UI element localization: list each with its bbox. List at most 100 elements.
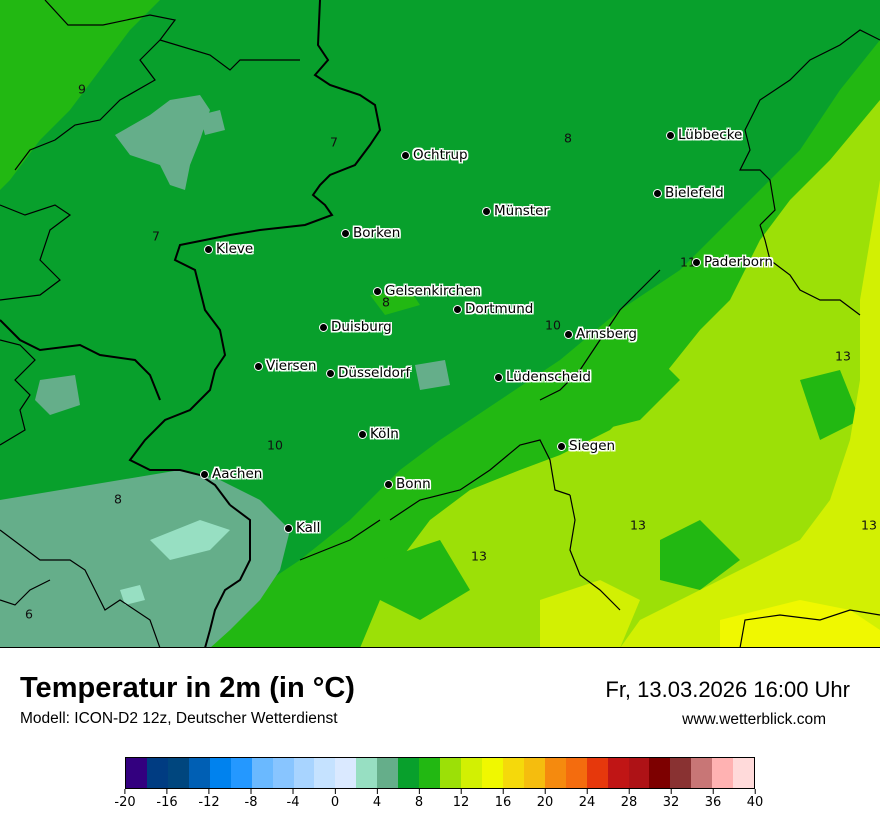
colorbar-segment xyxy=(733,758,755,788)
tick-label: 32 xyxy=(662,795,680,810)
colorbar-segment xyxy=(440,758,461,788)
colorbar-segment xyxy=(523,758,545,788)
colorbar-segment xyxy=(126,758,147,788)
isoline-label: 13 xyxy=(835,348,851,364)
colorbar-segment xyxy=(293,758,315,788)
colorbar-segment xyxy=(335,758,357,788)
city-marker: Münster xyxy=(482,203,549,219)
city-marker: Siegen xyxy=(557,438,615,454)
city-name: Duisburg xyxy=(331,319,392,335)
city-dot-icon xyxy=(384,479,393,489)
city-name: Kleve xyxy=(216,241,254,257)
colorbar-segment xyxy=(356,758,378,788)
city-name: Bielefeld xyxy=(665,185,724,201)
colorbar-ticks: -20 -16 -12 -8 -4 0 4 8 12 16 20 24 28 32 36 40 xyxy=(114,789,763,819)
tick-label: -8 xyxy=(244,795,258,810)
city-dot-icon xyxy=(453,304,462,314)
city-marker: Lüdenscheid xyxy=(494,369,591,385)
colorbar-segment xyxy=(670,758,692,788)
colorbar-segment xyxy=(691,758,713,788)
tick-label: 20 xyxy=(536,795,554,810)
tick-label: 8 xyxy=(414,795,424,810)
tick-mark xyxy=(334,789,336,794)
city-marker: Düsseldorf xyxy=(326,365,410,381)
city-name: Düsseldorf xyxy=(338,365,411,381)
isoline-label: 8 xyxy=(564,130,572,146)
city-name: Siegen xyxy=(569,438,616,454)
tick-mark xyxy=(670,789,672,794)
city-name: Paderborn xyxy=(704,254,773,270)
colorbar-segment xyxy=(649,758,671,788)
tick-mark xyxy=(250,789,252,794)
tick-mark xyxy=(502,789,504,794)
tick-mark xyxy=(376,789,378,794)
city-marker: Bonn xyxy=(384,476,431,492)
colorbar-tick: 32 xyxy=(662,789,680,810)
city-name: Lüdenscheid xyxy=(506,369,591,385)
tick-mark xyxy=(712,789,714,794)
colorbar-tick: 4 xyxy=(373,789,381,810)
city-dot-icon xyxy=(284,523,293,533)
colorbar-segment xyxy=(712,758,734,788)
colorbar-segment xyxy=(461,758,482,788)
colorbar-segment xyxy=(586,758,608,788)
colorbar-segment xyxy=(377,758,399,788)
city-dot-icon xyxy=(564,329,573,339)
tick-label: 24 xyxy=(578,795,596,810)
tick-label: -12 xyxy=(198,795,220,810)
website-link[interactable]: www.wetterblick.com xyxy=(682,711,826,728)
city-dot-icon xyxy=(341,228,350,238)
colorbar-segment xyxy=(565,758,587,788)
city-dot-icon xyxy=(557,441,566,451)
colorbar-segment xyxy=(251,758,273,788)
model-subtitle: Modell: ICON-D2 12z, Deutscher Wetterdie… xyxy=(20,710,338,727)
city-dot-icon xyxy=(666,130,675,140)
tick-mark xyxy=(292,789,294,794)
city-dot-icon xyxy=(200,469,209,479)
city-name: Viersen xyxy=(266,358,317,374)
colorbar-segment xyxy=(607,758,629,788)
colorbar-segment xyxy=(188,758,210,788)
colorbar-segment xyxy=(398,758,420,788)
tick-mark xyxy=(418,789,420,794)
temperature-colorbar xyxy=(125,757,755,789)
tick-mark xyxy=(166,789,168,794)
tick-label: 12 xyxy=(452,795,470,810)
isoline-label: 7 xyxy=(152,228,160,244)
city-name: Lübbecke xyxy=(678,127,743,143)
city-name: Münster xyxy=(494,203,549,219)
state-borders xyxy=(0,0,382,647)
city-dot-icon xyxy=(254,361,263,371)
city-dot-icon xyxy=(494,372,503,382)
colorbar-tick: -4 xyxy=(286,789,300,810)
colorbar-tick: 24 xyxy=(578,789,596,810)
city-name: Ochtrup xyxy=(413,147,468,163)
colorbar-segment xyxy=(230,758,252,788)
colorbar-tick: -20 xyxy=(114,789,136,810)
city-dot-icon xyxy=(401,150,410,160)
city-name: Gelsenkirchen xyxy=(385,283,482,299)
colorbar-tick: 12 xyxy=(452,789,470,810)
city-marker: Arnsberg xyxy=(564,326,637,342)
tick-label: 0 xyxy=(330,795,340,810)
isoline-label: 10 xyxy=(545,317,561,333)
tick-mark xyxy=(754,789,756,794)
city-marker: Köln xyxy=(358,426,399,442)
city-marker: Kall xyxy=(284,520,320,536)
colorbar-tick: -12 xyxy=(198,789,220,810)
isoline-label: 10 xyxy=(267,437,283,453)
map-title: Temperatur in 2m (in °C) xyxy=(20,672,355,704)
isoline-label: 7 xyxy=(330,134,338,150)
city-dot-icon xyxy=(692,257,701,267)
isoline-label: 13 xyxy=(471,548,487,564)
city-marker: Aachen xyxy=(200,466,262,482)
city-marker: Paderborn xyxy=(692,254,773,270)
tick-label: -4 xyxy=(286,795,300,810)
city-dot-icon xyxy=(319,322,328,332)
tick-mark xyxy=(208,789,210,794)
colorbar-tick: -16 xyxy=(156,789,178,810)
city-marker: Kleve xyxy=(204,241,253,257)
colorbar-segment xyxy=(419,758,441,788)
city-marker: Duisburg xyxy=(319,319,392,335)
colorbar-tick: -8 xyxy=(244,789,258,810)
